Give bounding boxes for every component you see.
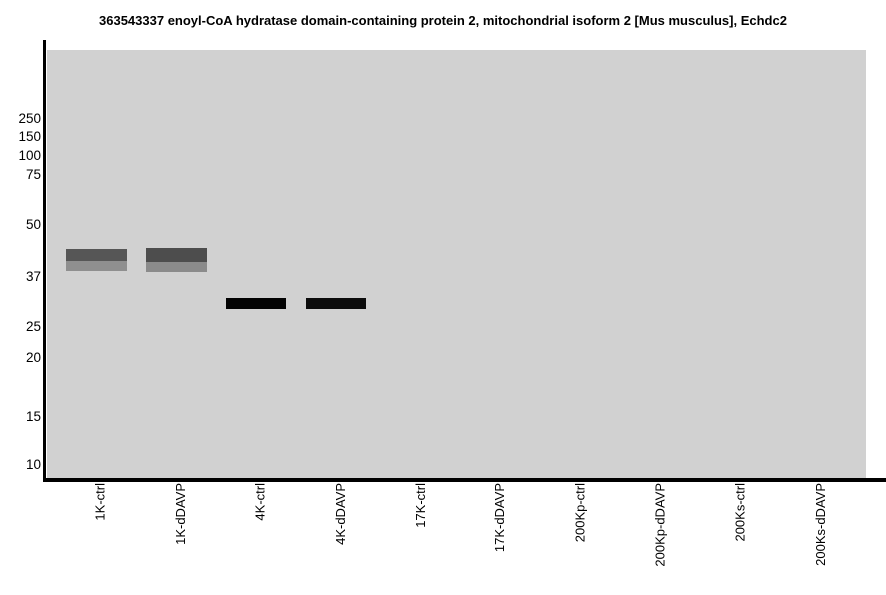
lane-label: 1K-dDAVP (172, 483, 188, 545)
lane-label: 1K-ctrl (92, 483, 108, 521)
lane-label: 200Ks-dDAVP (812, 483, 828, 566)
x-axis-line (43, 478, 886, 482)
y-axis-line (43, 40, 46, 482)
y-tick-label: 20 (25, 350, 41, 365)
lane-label: 4K-ctrl (252, 483, 268, 521)
lane-label: 17K-ctrl (412, 483, 428, 528)
y-tick-label: 10 (25, 457, 41, 472)
y-tick-label: 37 (25, 269, 41, 284)
figure-title: 363543337 enoyl-CoA hydratase domain-con… (99, 13, 787, 28)
protein-band (146, 248, 207, 262)
y-tick-label: 15 (25, 409, 41, 424)
y-tick-label: 75 (25, 167, 41, 182)
y-tick-label: 150 (18, 129, 41, 144)
protein-band (306, 298, 366, 309)
protein-band (226, 298, 286, 309)
y-tick-label: 250 (18, 111, 41, 126)
protein-band (66, 261, 127, 271)
y-tick-label: 50 (25, 217, 41, 232)
lane-label: 200Kp-dDAVP (652, 483, 668, 567)
lane-label: 200Kp-ctrl (572, 483, 588, 543)
protein-band (146, 262, 207, 272)
y-tick-label: 100 (18, 148, 41, 163)
lane-label: 200Ks-ctrl (732, 483, 748, 542)
protein-band (66, 249, 127, 261)
lane-label: 4K-dDAVP (332, 483, 348, 545)
lane-label: 17K-dDAVP (492, 483, 508, 553)
y-tick-label: 25 (25, 319, 41, 334)
